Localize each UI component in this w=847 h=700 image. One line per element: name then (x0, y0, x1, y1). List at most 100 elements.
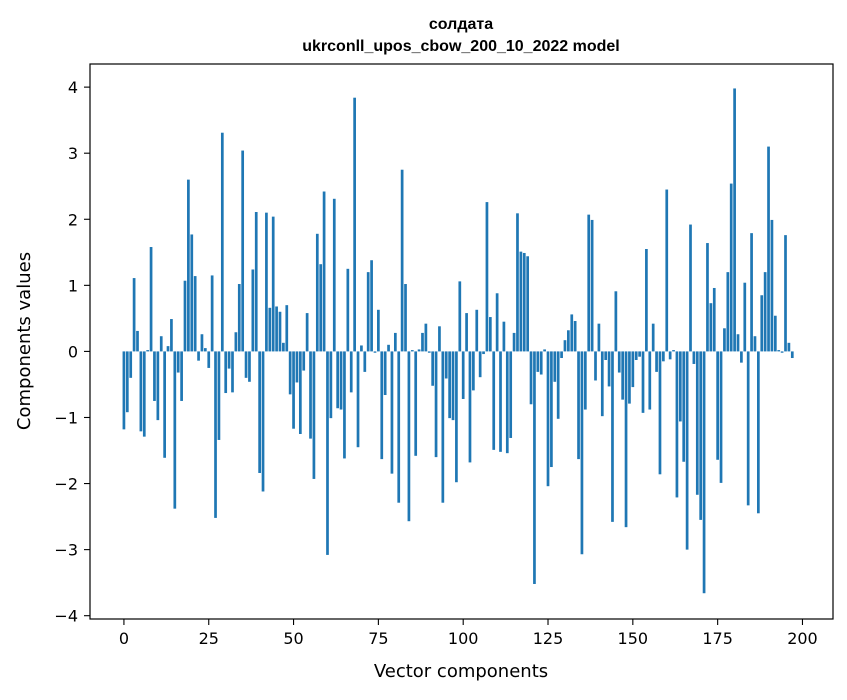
bar-187 (757, 351, 760, 514)
bar-22 (197, 351, 200, 361)
bar-48 (285, 305, 289, 352)
y-axis-label: Components values (14, 252, 35, 430)
y-tick-label--1: −1 (54, 408, 78, 427)
bar-35 (241, 150, 245, 352)
bar-14 (170, 319, 173, 352)
bar-156 (651, 323, 655, 352)
bar-184 (746, 351, 750, 506)
bar-182 (740, 351, 743, 363)
bar-19 (187, 179, 190, 352)
bar-81 (397, 351, 401, 503)
bar-188 (760, 295, 764, 352)
bar-79 (390, 351, 394, 474)
bar-70 (360, 345, 363, 352)
bar-72 (366, 272, 370, 352)
bar-99 (458, 281, 462, 352)
bar-38 (251, 269, 255, 352)
bar-180 (733, 88, 736, 352)
bar-161 (668, 351, 672, 360)
bar-41 (261, 351, 265, 492)
bar-63 (336, 351, 340, 409)
bar-20 (190, 234, 194, 352)
bar-102 (468, 351, 472, 463)
bar-61 (329, 351, 333, 419)
bar-84 (407, 351, 411, 522)
bar-143 (607, 351, 611, 387)
bar-181 (736, 334, 740, 352)
bar-47 (282, 342, 285, 352)
bar-185 (750, 233, 753, 352)
bar-82 (400, 169, 404, 352)
y-tick-label-0: 0 (68, 342, 78, 361)
bar-148 (624, 351, 628, 528)
bar-67 (349, 351, 353, 393)
bar-137 (587, 214, 591, 352)
bar-139 (594, 351, 597, 381)
bar-107 (485, 202, 489, 352)
bar-94 (441, 351, 445, 503)
bar-174 (712, 287, 716, 352)
bar-46 (278, 311, 282, 352)
bar-105 (478, 351, 482, 378)
bar-168 (692, 351, 696, 364)
bar-33 (234, 332, 238, 352)
bar-13 (166, 346, 170, 352)
bar-109 (492, 351, 496, 450)
bar-28 (217, 351, 221, 440)
bar-17 (180, 351, 183, 401)
bar-73 (370, 260, 373, 352)
bar-3 (132, 278, 136, 352)
x-tick-label-25: 25 (199, 629, 219, 648)
bar-145 (614, 291, 618, 352)
bar-89 (424, 323, 428, 352)
bar-169 (695, 351, 699, 495)
bar-173 (709, 303, 713, 352)
x-tick-label-100: 100 (448, 629, 479, 648)
bar-43 (268, 307, 272, 352)
bar-60 (326, 351, 329, 555)
bar-44 (271, 216, 275, 352)
bar-5 (139, 351, 143, 432)
bar-54 (305, 313, 309, 352)
bar-155 (648, 351, 652, 410)
bar-87 (417, 349, 421, 352)
y-tick-label-3: 3 (68, 144, 78, 163)
bar-16 (176, 351, 180, 373)
bar-119 (526, 256, 530, 352)
bar-32 (231, 351, 234, 393)
bar-172 (706, 243, 709, 352)
bar-12 (163, 351, 166, 458)
x-tick-label-200: 200 (787, 629, 818, 648)
bar-58 (319, 264, 323, 352)
bar-68 (353, 97, 356, 352)
bar-34 (237, 284, 241, 352)
bar-189 (763, 272, 767, 352)
bar-114 (509, 351, 513, 438)
bar-18 (183, 280, 187, 352)
bar-159 (662, 351, 665, 362)
bar-40 (258, 351, 261, 473)
bar-104 (475, 309, 479, 352)
bar-196 (787, 342, 791, 352)
bar-7 (146, 350, 150, 352)
bar-130 (563, 340, 567, 352)
bar-142 (604, 351, 608, 360)
bar-39 (254, 212, 258, 352)
bar-6 (142, 351, 146, 437)
bar-56 (312, 351, 316, 479)
bar-90 (427, 351, 431, 353)
bar-91 (431, 351, 435, 386)
bar-110 (495, 293, 499, 352)
bar-157 (655, 351, 658, 372)
bar-74 (373, 351, 377, 353)
bar-95 (444, 351, 448, 379)
bar-76 (380, 351, 384, 460)
x-tick-label-175: 175 (702, 629, 733, 648)
bar-163 (675, 351, 679, 498)
bar-9 (153, 351, 156, 401)
y-tick-label-1: 1 (68, 276, 78, 295)
bar-127 (553, 351, 557, 382)
x-tick-label-0: 0 (119, 629, 129, 648)
x-tick-label-125: 125 (533, 629, 564, 648)
